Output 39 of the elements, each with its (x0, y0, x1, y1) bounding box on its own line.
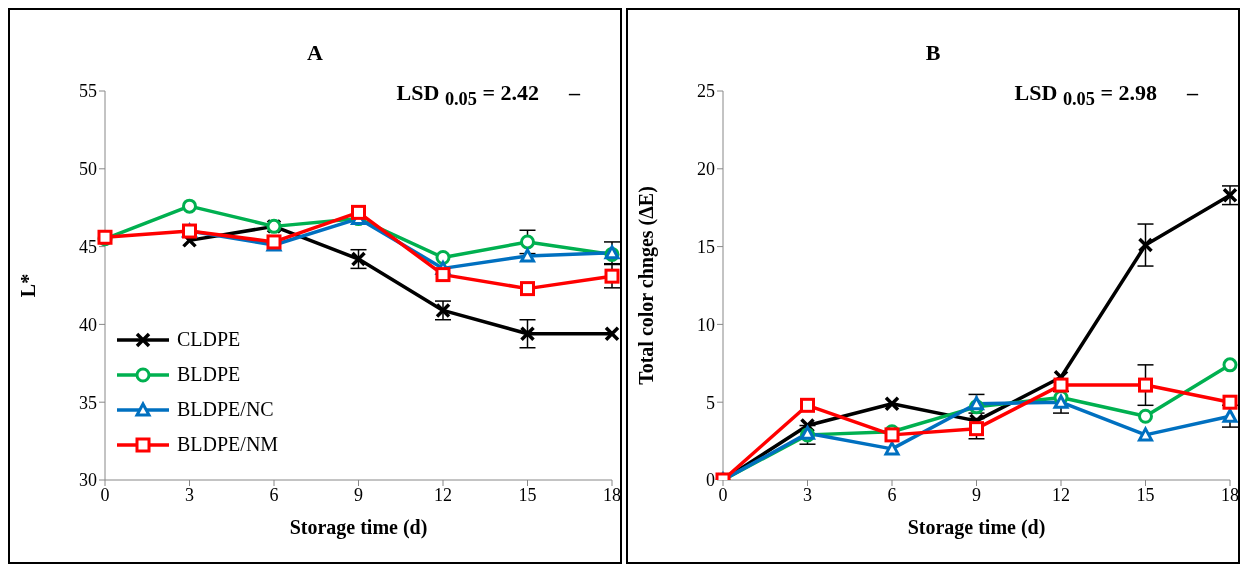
y-axis-title: L* (17, 273, 40, 298)
legend-label: BLDPE/NC (177, 398, 274, 421)
y-tick-label: 30 (79, 470, 97, 491)
annotation: – (1187, 80, 1198, 107)
y-tick-label: 0 (706, 470, 715, 491)
x-tick-label: 12 (434, 484, 452, 505)
annotation: LSD $_{0.05}$ = 2.42 (396, 80, 539, 111)
x-tick-label: 18 (1221, 484, 1239, 505)
x-axis-title: Storage time (d) (289, 516, 428, 540)
chart-title: A (306, 40, 324, 66)
x-tick-label: 9 (972, 484, 981, 505)
annotation: LSD $_{0.05}$ = 2.98 (1014, 80, 1157, 111)
y-tick-label: 15 (697, 236, 715, 257)
x-tick-label: 3 (803, 484, 812, 505)
x-tick-label: 6 (887, 484, 897, 505)
x-tick-label: 6 (269, 484, 279, 505)
y-tick-label: 25 (697, 81, 715, 102)
x-tick-label: 3 (185, 484, 194, 505)
x-tick-label: 18 (603, 484, 621, 505)
x-axis-title: Storage time (d) (907, 516, 1046, 540)
x-tick-label: 0 (100, 484, 110, 505)
y-tick-label: 40 (79, 314, 97, 335)
y-tick-label: 5 (706, 392, 715, 413)
y-tick-label: 50 (79, 159, 97, 180)
y-tick-label: 20 (697, 159, 715, 180)
x-tick-label: 9 (354, 484, 363, 505)
legend-label: BLDPE/NM (177, 433, 279, 456)
y-axis-title: Total color chnges (ΔE) (635, 186, 659, 385)
chart-title: B (924, 40, 942, 66)
y-tick-label: 10 (697, 314, 715, 335)
legend-label: BLDPE (177, 363, 241, 386)
annotation: – (569, 80, 580, 107)
y-tick-label: 55 (79, 81, 97, 102)
x-tick-label: 12 (1052, 484, 1070, 505)
y-tick-label: 45 (79, 236, 97, 257)
y-tick-label: 35 (79, 392, 97, 413)
legend-label: CLDPE (177, 328, 241, 351)
x-tick-label: 15 (1136, 484, 1155, 505)
x-tick-label: 15 (518, 484, 537, 505)
